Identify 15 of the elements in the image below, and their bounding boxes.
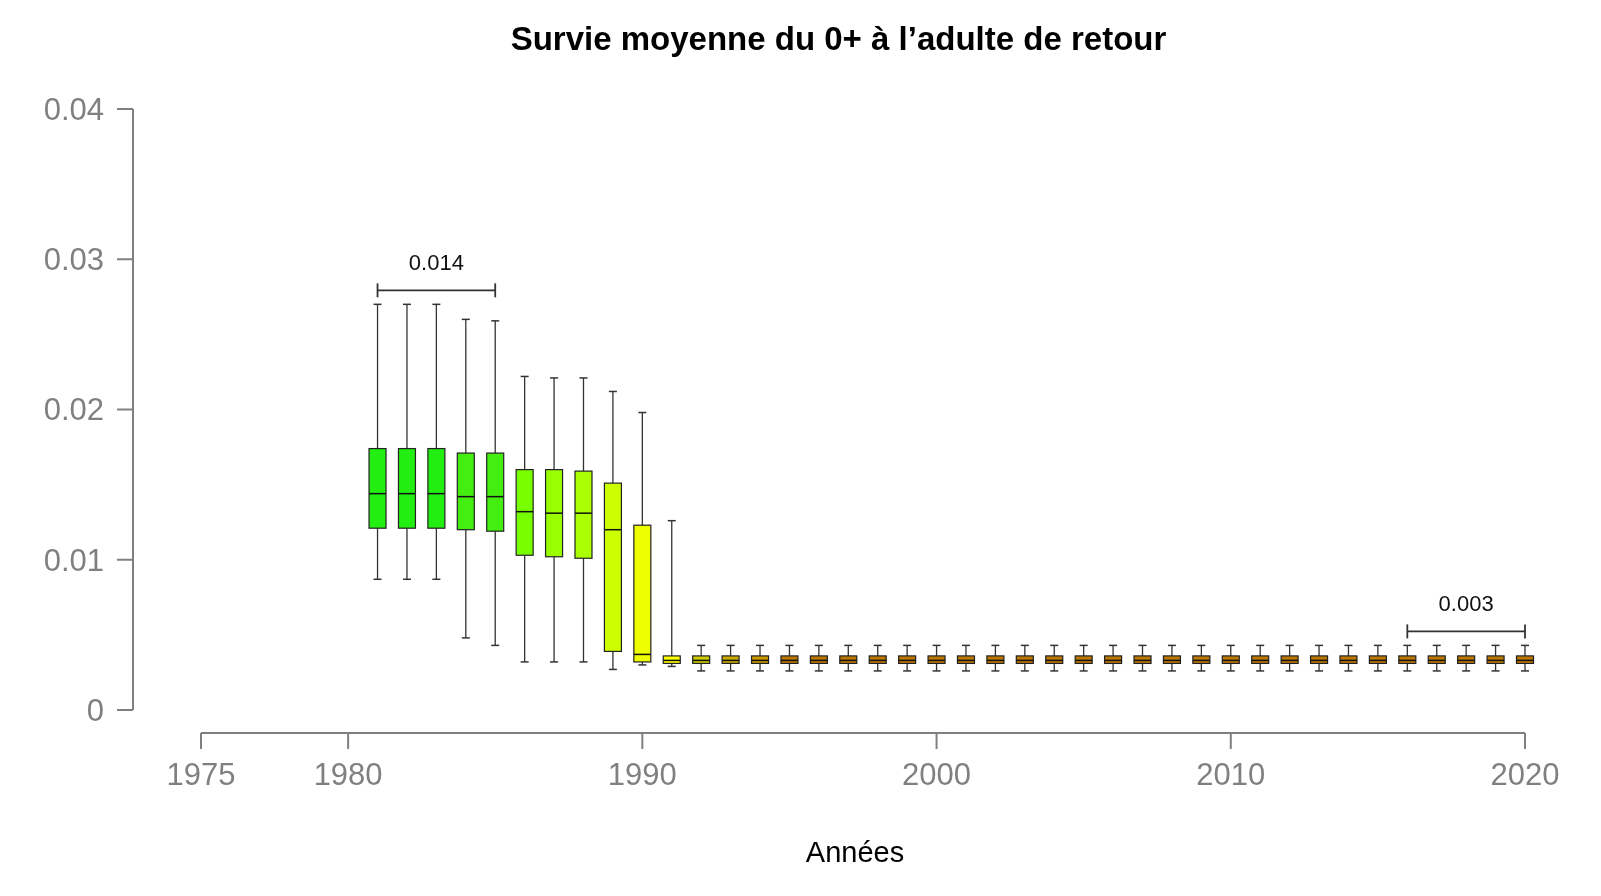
x-tick-label: 2010 bbox=[1196, 757, 1266, 792]
y-tick-label: 0.04 bbox=[43, 91, 104, 127]
x-tick-label: 2000 bbox=[902, 757, 972, 792]
chart-title: Survie moyenne du 0+ à l’adulte de retour bbox=[510, 20, 1167, 57]
y-tick-label: 0 bbox=[86, 692, 104, 728]
y-tick-label: 0.02 bbox=[43, 392, 104, 428]
annotation: 0.003 bbox=[1438, 591, 1494, 617]
x-tick-label: 2020 bbox=[1490, 757, 1560, 792]
annotation: 0.014 bbox=[408, 250, 464, 276]
x-tick-label: 1980 bbox=[313, 757, 383, 792]
x-tick-label: 1990 bbox=[607, 757, 677, 792]
x-tick-label: 1975 bbox=[166, 757, 236, 792]
y-tick-label: 0.01 bbox=[43, 542, 104, 578]
x-axis-title: Années bbox=[805, 836, 905, 868]
y-tick-label: 0.03 bbox=[43, 242, 104, 278]
